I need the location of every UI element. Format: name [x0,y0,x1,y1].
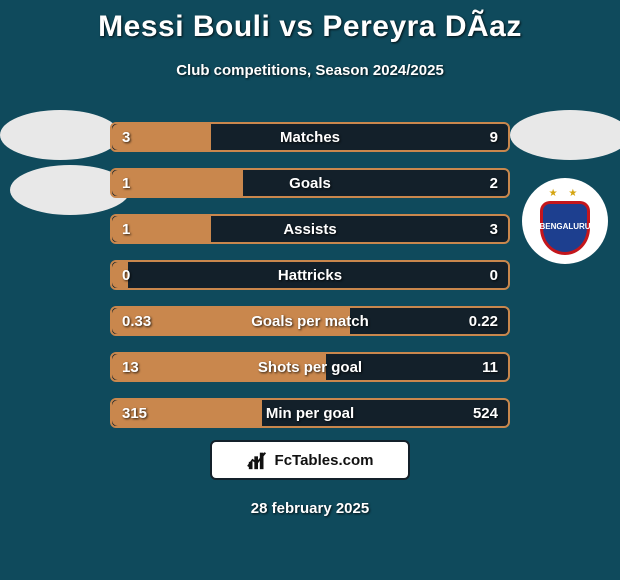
stat-value-right: 9 [490,124,498,150]
stat-row: 3Matches9 [110,122,510,152]
club-crest-right: ★ ★ BENGALURU [522,178,608,264]
crest-text: BENGALURU [539,223,590,232]
stat-value-right: 3 [490,216,498,242]
stat-value-left: 0.33 [122,308,151,334]
stat-row: 0Hattricks0 [110,260,510,290]
stat-row: 1Assists3 [110,214,510,244]
stat-value-left: 315 [122,400,147,426]
source-badge: FcTables.com [210,440,410,480]
bar-chart-icon [247,449,269,471]
stat-value-right: 524 [473,400,498,426]
stat-value-right: 0.22 [469,308,498,334]
stat-row: 0.33Goals per match0.22 [110,306,510,336]
crest-stars-icon: ★ ★ [549,188,582,199]
stat-row: 315Min per goal524 [110,398,510,428]
page-title: Messi Bouli vs Pereyra DÃ­az [0,0,620,44]
stat-bar-left [112,170,243,196]
stat-value-right: 2 [490,170,498,196]
club-badge-left-1 [0,110,120,160]
stat-label: Hattricks [112,262,508,288]
stat-value-left: 1 [122,216,130,242]
stat-value-left: 1 [122,170,130,196]
stat-row: 1Goals2 [110,168,510,198]
comparison-card: Messi Bouli vs Pereyra DÃ­az Club compet… [0,0,620,580]
stat-value-left: 13 [122,354,139,380]
stats-area: 3Matches9 1Goals2 1Assists3 0Hattricks0 0.33… [110,122,510,444]
stat-value-left: 0 [122,262,130,288]
source-brand-text: FcTables.com [275,452,374,469]
stat-bar-left [112,354,326,380]
club-badge-right-1 [510,110,620,160]
crest-shield: BENGALURU [540,201,590,255]
stat-value-right: 11 [482,354,498,380]
subtitle: Club competitions, Season 2024/2025 [0,62,620,79]
stat-value-right: 0 [490,262,498,288]
stat-value-left: 3 [122,124,130,150]
stat-row: 13Shots per goal11 [110,352,510,382]
date-text: 28 february 2025 [0,500,620,517]
